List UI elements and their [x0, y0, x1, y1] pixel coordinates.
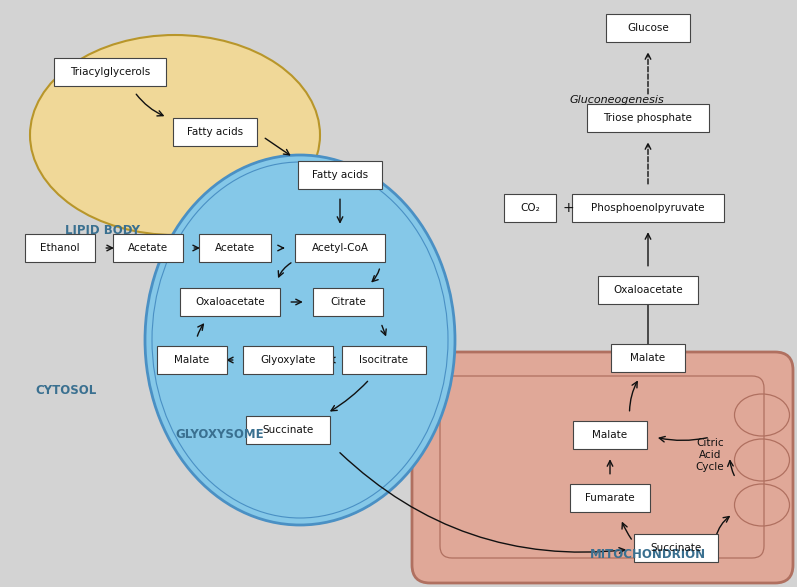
Text: Gluconeogenesis: Gluconeogenesis: [570, 95, 665, 105]
Text: Malate: Malate: [592, 430, 627, 440]
Text: Acetate: Acetate: [215, 243, 255, 253]
Text: Triacylglycerols: Triacylglycerols: [70, 67, 150, 77]
FancyBboxPatch shape: [634, 534, 718, 562]
FancyBboxPatch shape: [342, 346, 426, 374]
Text: Ethanol: Ethanol: [40, 243, 80, 253]
Text: Malate: Malate: [175, 355, 210, 365]
FancyBboxPatch shape: [573, 421, 647, 449]
Ellipse shape: [30, 35, 320, 235]
FancyBboxPatch shape: [173, 118, 257, 146]
Text: Citrate: Citrate: [330, 297, 366, 307]
FancyBboxPatch shape: [572, 194, 724, 222]
FancyBboxPatch shape: [504, 194, 556, 222]
Text: Malate: Malate: [630, 353, 665, 363]
Text: CO₂: CO₂: [520, 203, 540, 213]
Text: LIPID BODY: LIPID BODY: [65, 224, 140, 237]
FancyBboxPatch shape: [199, 234, 271, 262]
Text: Acetyl-CoA: Acetyl-CoA: [312, 243, 368, 253]
Text: Citric
Acid
Cycle: Citric Acid Cycle: [696, 438, 724, 471]
FancyBboxPatch shape: [180, 288, 280, 316]
Text: Isocitrate: Isocitrate: [359, 355, 409, 365]
FancyBboxPatch shape: [298, 161, 382, 189]
FancyBboxPatch shape: [570, 484, 650, 512]
Text: Oxaloacetate: Oxaloacetate: [195, 297, 265, 307]
Text: Glyoxylate: Glyoxylate: [261, 355, 316, 365]
Text: Fatty acids: Fatty acids: [187, 127, 243, 137]
Text: +: +: [562, 201, 574, 215]
FancyBboxPatch shape: [598, 276, 698, 304]
FancyBboxPatch shape: [25, 234, 95, 262]
FancyBboxPatch shape: [611, 344, 685, 372]
FancyBboxPatch shape: [313, 288, 383, 316]
Text: Fumarate: Fumarate: [585, 493, 635, 503]
Text: Succinate: Succinate: [650, 543, 701, 553]
FancyBboxPatch shape: [246, 416, 330, 444]
FancyBboxPatch shape: [295, 234, 385, 262]
FancyBboxPatch shape: [157, 346, 227, 374]
FancyBboxPatch shape: [606, 14, 690, 42]
FancyBboxPatch shape: [587, 104, 709, 132]
Text: Succinate: Succinate: [262, 425, 314, 435]
FancyBboxPatch shape: [54, 58, 166, 86]
FancyBboxPatch shape: [113, 234, 183, 262]
Text: Acetate: Acetate: [128, 243, 168, 253]
Text: MITOCHONDRION: MITOCHONDRION: [590, 548, 706, 562]
Text: Oxaloacetate: Oxaloacetate: [613, 285, 683, 295]
FancyBboxPatch shape: [412, 352, 793, 583]
Ellipse shape: [145, 155, 455, 525]
Text: Glucose: Glucose: [627, 23, 669, 33]
Text: Phosphoenolpyruvate: Phosphoenolpyruvate: [591, 203, 705, 213]
Text: Fatty acids: Fatty acids: [312, 170, 368, 180]
Text: CYTOSOL: CYTOSOL: [35, 383, 96, 396]
Text: Triose phosphate: Triose phosphate: [603, 113, 693, 123]
FancyBboxPatch shape: [243, 346, 333, 374]
Text: GLYOXYSOME: GLYOXYSOME: [175, 429, 264, 441]
